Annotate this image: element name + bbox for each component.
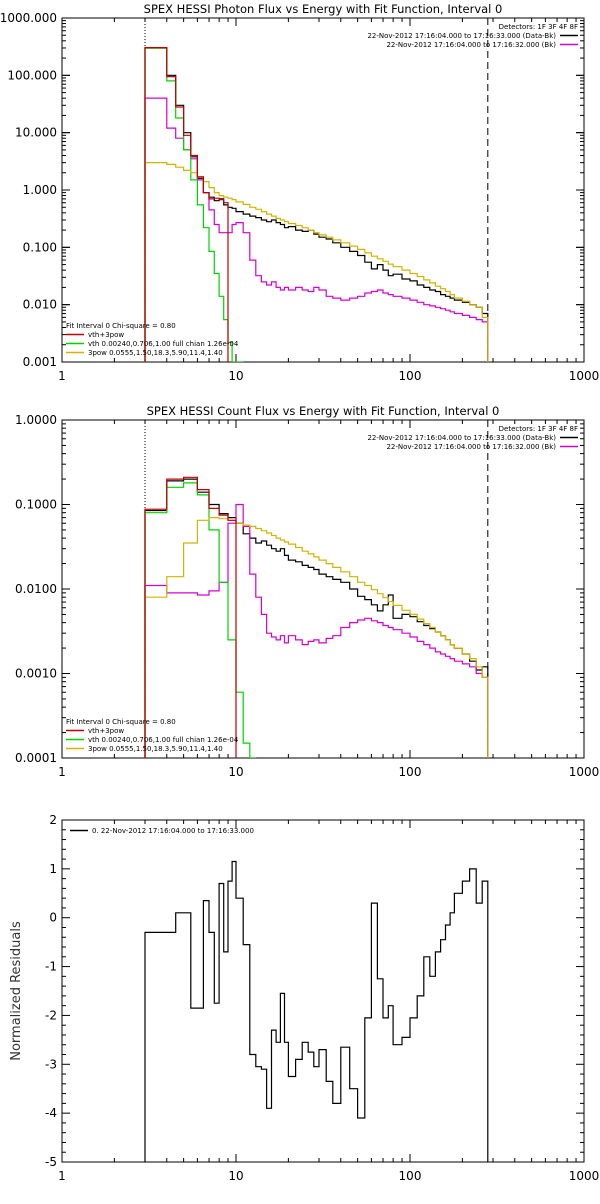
legend-detectors: Detectors: 1F 3F 4F 8F xyxy=(499,23,578,31)
y-tick-label: 100.000 xyxy=(7,68,57,82)
x-ticks xyxy=(61,420,585,758)
y-tick-label: -3 xyxy=(45,1057,57,1071)
x-tick-label: 1000 xyxy=(569,1169,600,1183)
y-ticks xyxy=(62,419,584,759)
x-tick-label: 1 xyxy=(58,765,66,779)
y-ticks xyxy=(62,819,584,1163)
x-tick-label: 100 xyxy=(399,765,422,779)
x-tick-label: 10 xyxy=(228,765,243,779)
series-line-1 xyxy=(144,860,489,1162)
y-tick-label: 0.0100 xyxy=(15,582,57,596)
series-line-5 xyxy=(144,47,229,362)
y-axis-label: Normalized Residuals xyxy=(9,921,24,1061)
legend-fit-text: vth+3pow xyxy=(88,331,124,339)
y-tick-label: -4 xyxy=(45,1106,57,1120)
y-tick-label: -1 xyxy=(45,960,57,974)
y-tick-label: 0.0001 xyxy=(15,751,57,765)
x-tick-label: 1 xyxy=(58,1169,66,1183)
y-tick-label: -5 xyxy=(45,1155,57,1169)
y-tick-label: 1.0000 xyxy=(15,413,57,427)
legend-entry-text: 22-Nov-2012 17:16:04.000 to 17:16:33.000… xyxy=(367,434,556,442)
series-line-4 xyxy=(144,162,489,362)
x-tick-label: 1 xyxy=(58,369,66,383)
chart-panel-1: SPEX HESSI Photon Flux vs Energy with Fi… xyxy=(0,2,599,383)
series-line-5 xyxy=(144,476,237,758)
legend-fit-text: vth+3pow xyxy=(88,727,124,735)
legend-fit-text: 3pow 0.0555,1.50,18.3,5.90,11.4,1.40 xyxy=(88,349,223,357)
chart-panel-3: 1 10 100 1000 -5 -4 -3 -2 -1 0 1 2 Normalized Residu… xyxy=(9,813,599,1183)
y-tick-label: 0.100 xyxy=(23,240,57,254)
y-tick-label: 1.000 xyxy=(23,183,57,197)
x-tick-label: 10 xyxy=(228,369,243,383)
legend-entry-text: 22-Nov-2012 17:16:04.000 to 17:16:33.000… xyxy=(367,32,556,40)
x-tick-label: 10 xyxy=(228,1169,243,1183)
legend-fit-text: 3pow 0.0555,1.50,18.3,5.90,11.4,1.40 xyxy=(88,745,223,753)
y-tick-label: 0.1000 xyxy=(15,498,57,512)
y-tick-label: 2 xyxy=(49,813,57,827)
x-tick-label: 100 xyxy=(399,1169,422,1183)
y-tick-label: 1000.000 xyxy=(0,11,57,25)
plot-frame xyxy=(61,17,585,363)
series-line-4 xyxy=(144,517,489,758)
y-tick-label: 0.001 xyxy=(23,355,57,369)
x-ticks xyxy=(61,18,585,362)
legend-fit-text: vth 0.00240,0.706,1.00 full chian 1.26e-… xyxy=(88,340,239,348)
chart-title: SPEX HESSI Photon Flux vs Energy with Fi… xyxy=(144,2,503,16)
legend-detectors: Detectors: 1F 3F 4F 8F xyxy=(499,425,578,433)
series-line-3 xyxy=(144,482,256,758)
chart-panel-2: SPEX HESSI Count Flux vs Energy with Fit… xyxy=(15,404,599,779)
series-line-1 xyxy=(144,47,489,362)
x-tick-label: 1000 xyxy=(569,369,600,383)
y-tick-label: 10.000 xyxy=(15,126,57,140)
plot-frame xyxy=(61,419,585,759)
series-line-1 xyxy=(144,478,489,758)
series-line-2 xyxy=(144,503,489,758)
x-tick-label: 1000 xyxy=(569,765,600,779)
series-line-2 xyxy=(144,97,489,362)
y-tick-label: 1 xyxy=(49,862,57,876)
y-tick-label: 0.010 xyxy=(23,298,57,312)
y-tick-label: 0.0010 xyxy=(15,667,57,681)
legend-fit-header: Fit Interval 0 Chi-square = 0.80 xyxy=(66,322,176,330)
legend-text: 0. 22-Nov-2012 17:16:04.000 to 17:16:33.… xyxy=(92,827,254,835)
legend-entry-text: 22-Nov-2012 17:16:04.000 to 17:16:32.000… xyxy=(386,41,556,49)
chart-title: SPEX HESSI Count Flux vs Energy with Fit… xyxy=(147,404,500,418)
legend-entry-text: 22-Nov-2012 17:16:04.000 to 17:16:32.000… xyxy=(386,443,556,451)
legend-fit-header: Fit Interval 0 Chi-square = 0.80 xyxy=(66,718,176,726)
y-ticks xyxy=(62,17,584,363)
y-tick-label: 0 xyxy=(49,911,57,925)
x-tick-label: 100 xyxy=(399,369,422,383)
legend-fit-text: vth 0.00240,0.706,1.00 full chian 1.26e-… xyxy=(88,736,239,744)
y-tick-label: -2 xyxy=(45,1008,57,1022)
x-ticks xyxy=(61,820,585,1162)
plot-frame xyxy=(61,819,585,1163)
